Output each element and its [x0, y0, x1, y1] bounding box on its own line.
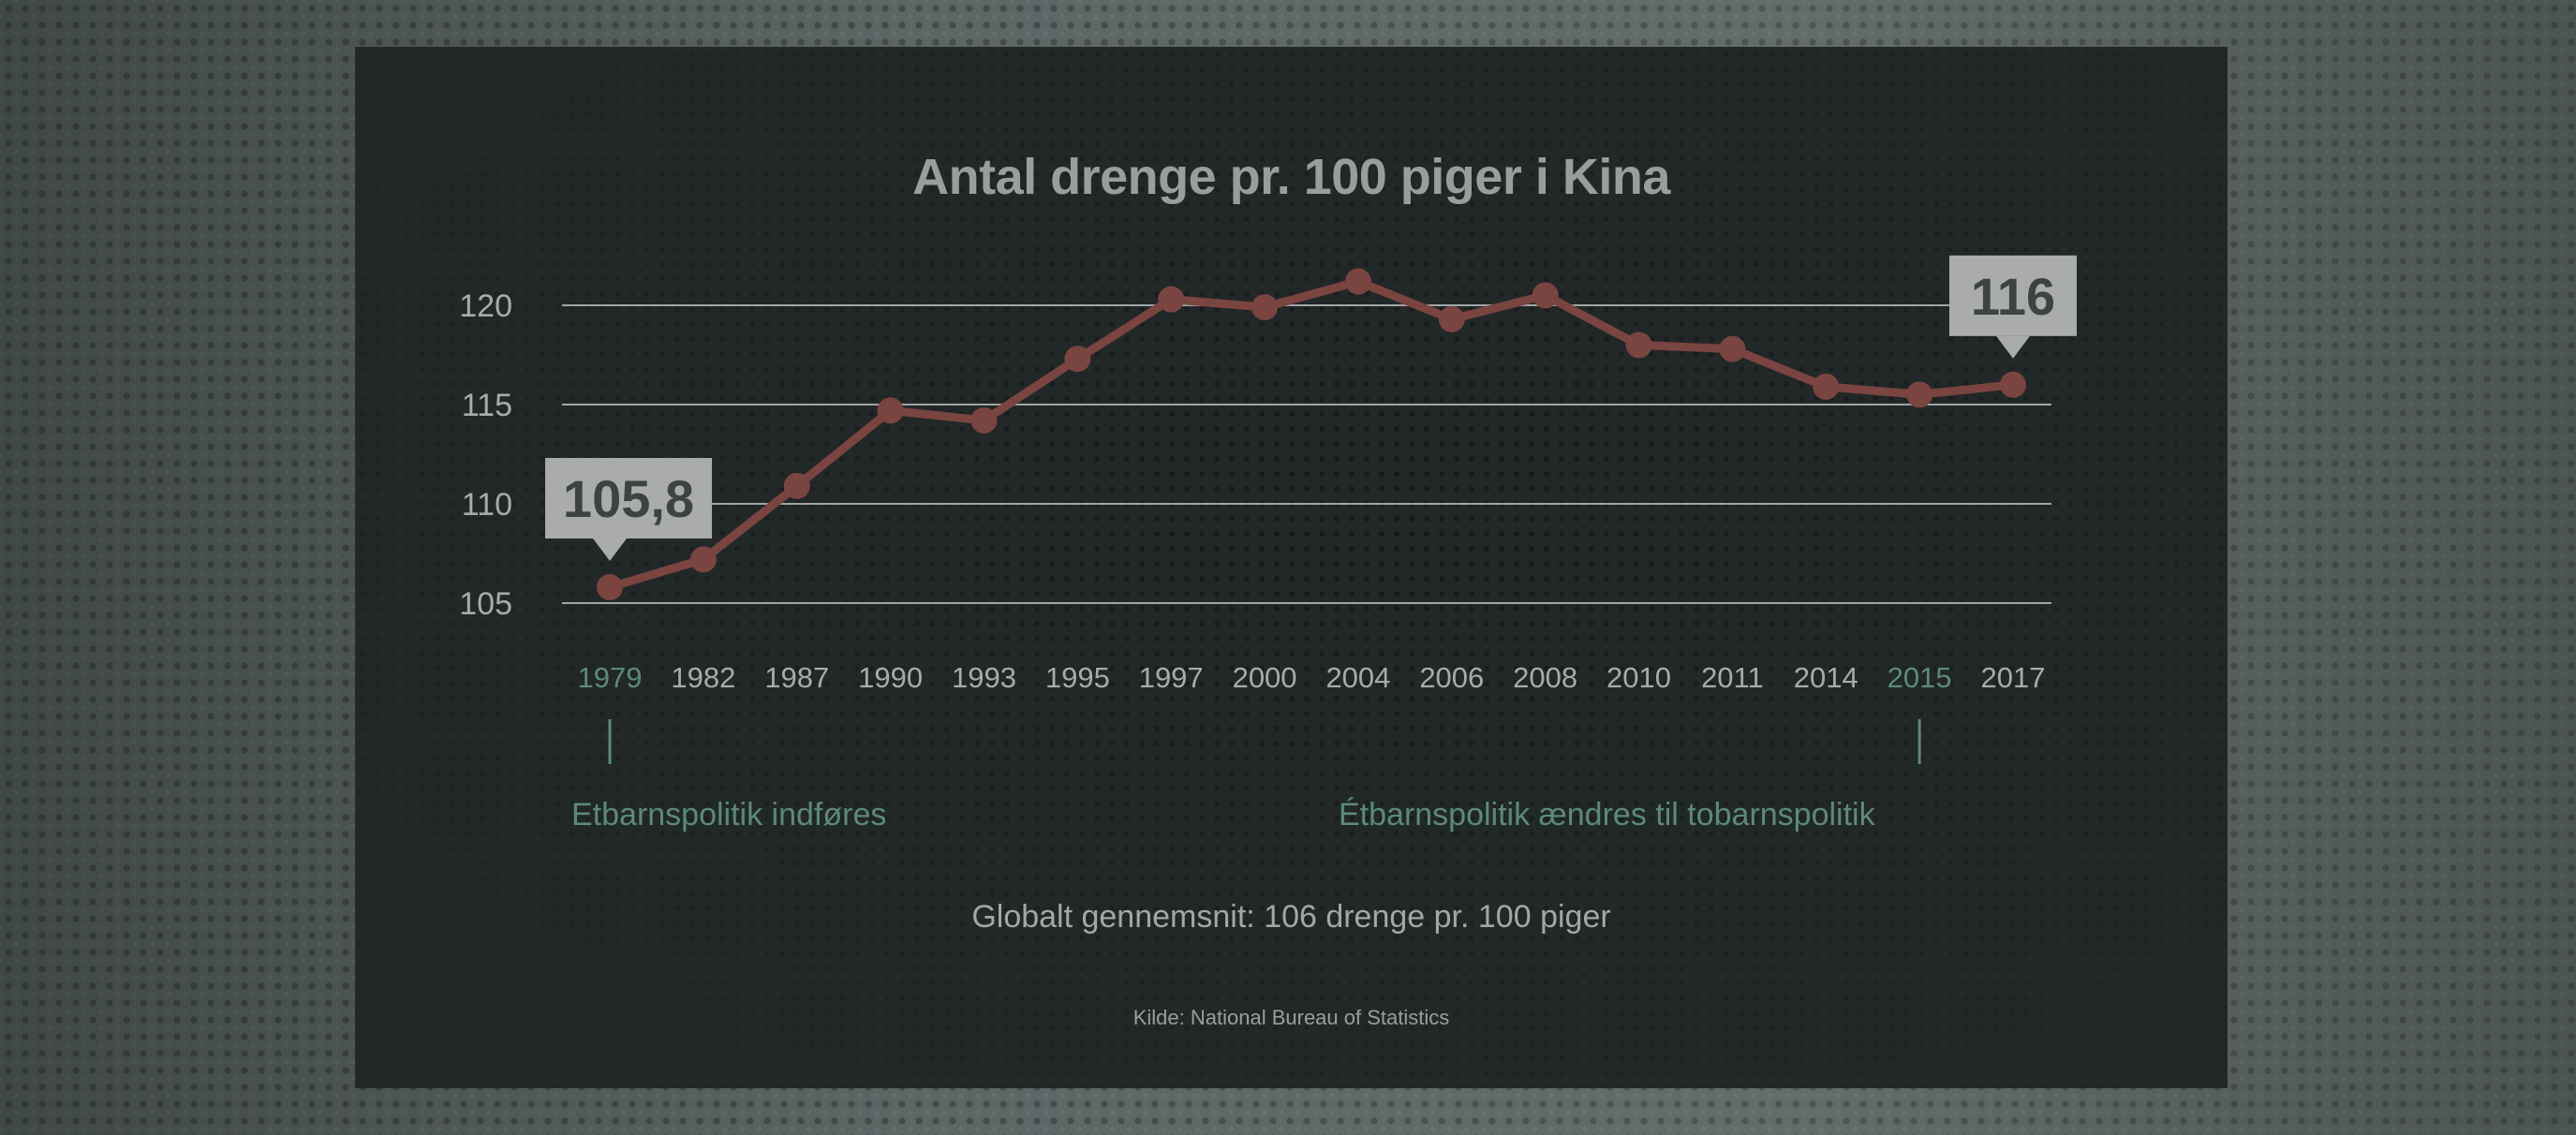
data-point-2017: [2000, 371, 2026, 398]
data-point-2000: [1251, 294, 1279, 321]
x-tick-label-1990: 1990: [858, 661, 923, 694]
line-chart: 105 110 115 120 1979 1982 1987 1990 1993 1995 1997…: [459, 255, 2077, 833]
y-tick-label-120: 120: [459, 288, 512, 324]
annotation-text-2015: Étbarnspolitik ændres til tobarnspolitik: [1339, 797, 1876, 833]
x-tick-label-1982: 1982: [671, 661, 735, 694]
data-point-2004: [1344, 268, 1371, 295]
y-tick-label-105: 105: [459, 586, 512, 622]
x-tick-label-1993: 1993: [952, 661, 1016, 694]
global-average-note: Globalt gennemsnit: 106 drenge pr. 100 p…: [971, 899, 1611, 935]
x-tick-label-2015: 2015: [1888, 661, 1952, 694]
x-tick-label-2014: 2014: [1794, 661, 1858, 694]
x-tick-label-1987: 1987: [764, 661, 829, 694]
chart-title: Antal drenge pr. 100 piger i Kina: [912, 149, 1670, 205]
y-tick-label-110: 110: [462, 487, 512, 523]
data-point-2015: [1906, 381, 1933, 408]
x-tick-label-2011: 2011: [1701, 661, 1764, 694]
data-point-1997: [1158, 286, 1185, 313]
data-point-2010: [1625, 332, 1652, 359]
chart-panel: Antal drenge pr. 100 piger i Kina 105 110…: [355, 47, 2228, 1088]
data-point-1979: [597, 574, 623, 601]
data-point-1990: [877, 397, 904, 424]
y-tick-label-115: 115: [462, 388, 512, 423]
x-tick-label-2010: 2010: [1606, 661, 1671, 694]
x-tick-label-1997: 1997: [1139, 661, 1204, 694]
data-point-2014: [1813, 373, 1840, 400]
data-point-2006: [1438, 305, 1465, 332]
x-tick-label-1995: 1995: [1045, 661, 1110, 694]
data-point-1982: [689, 546, 717, 573]
data-point-1987: [783, 472, 810, 499]
x-tick-label-2000: 2000: [1233, 661, 1297, 694]
source-note: Kilde: National Bureau of Statistics: [1133, 1006, 1450, 1029]
callout-box-1979: [545, 458, 712, 539]
x-tick-label-1979: 1979: [578, 661, 643, 694]
callout-label-2017: 116: [1971, 267, 2055, 326]
annotation-text-1979: Etbarnspolitik indføres: [571, 797, 886, 833]
callout-label-1979: 105,8: [563, 469, 694, 528]
callout-box-2017: [1949, 255, 2077, 336]
x-tick-label-2017: 2017: [1981, 661, 2046, 694]
x-tick-label-2006: 2006: [1419, 661, 1484, 694]
callout-pointer-2017: [1996, 335, 2030, 359]
x-tick-label-2008: 2008: [1513, 661, 1577, 694]
x-tick-label-2004: 2004: [1325, 661, 1390, 694]
series-line: [605, 277, 2018, 592]
callout-pointer-1979: [593, 538, 627, 562]
data-point-2008: [1532, 282, 1559, 309]
data-point-2011: [1719, 335, 1746, 362]
data-point-1993: [970, 406, 998, 434]
data-point-1995: [1064, 346, 1091, 373]
